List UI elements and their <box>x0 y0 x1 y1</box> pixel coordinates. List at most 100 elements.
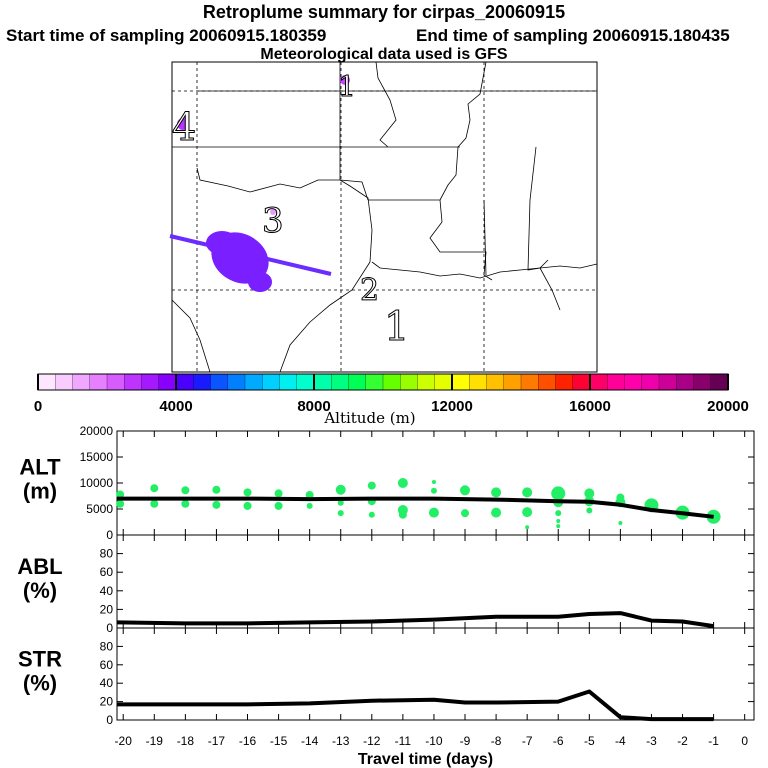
colorbar-cell <box>486 373 505 391</box>
day-marker-1: 1 <box>384 304 409 350</box>
y-tick-label: 60 <box>100 658 114 672</box>
x-tick-label: -11 <box>395 734 412 748</box>
x-tick-label: -17 <box>208 734 226 748</box>
day-marker-3: 3 <box>262 201 284 241</box>
x-tick-label: -10 <box>425 734 443 748</box>
alt-point <box>618 521 623 526</box>
y-tick-label: 10000 <box>80 476 114 490</box>
y-tick-label: 20 <box>100 602 114 616</box>
alt-point <box>461 509 470 518</box>
colorbar-cell <box>89 373 108 391</box>
day-marker-5: 1 <box>338 70 356 103</box>
y-tick-label: 60 <box>100 565 114 579</box>
colorbar-cell <box>72 373 91 391</box>
alt-point <box>274 501 283 510</box>
colorbar-cell <box>589 373 608 391</box>
colorbar-cell <box>55 373 74 391</box>
x-tick-label: -19 <box>146 734 164 748</box>
alt-point <box>706 509 721 524</box>
colorbar-tick-label: 4000 <box>159 398 192 415</box>
alt-point <box>551 486 566 501</box>
alt-point <box>522 487 533 498</box>
colorbar-cell <box>244 373 263 391</box>
colorbar-cell <box>520 373 539 391</box>
alt-point <box>306 502 313 509</box>
alt-point <box>243 501 252 510</box>
alt-point <box>522 507 533 518</box>
panel-ylabel-units: (%) <box>23 578 57 603</box>
x-tick-label: -14 <box>301 734 319 748</box>
alt-point <box>491 487 502 498</box>
alt-point <box>116 490 125 499</box>
colorbar-cell <box>37 373 56 391</box>
colorbar-cells <box>37 373 729 391</box>
plume-dot-west <box>177 118 189 130</box>
plume-dot-center <box>270 209 276 215</box>
alt-point <box>181 499 190 508</box>
colorbar-cell <box>710 373 729 391</box>
colorbar-cell <box>193 373 212 391</box>
x-tick-label: -1 <box>708 734 719 748</box>
day-marker-4: 4 <box>172 105 196 149</box>
panel-abl: 0 20 40 60 80 ABL(%) <box>17 534 755 635</box>
y-tick-label: 80 <box>100 639 114 653</box>
chart-title: Retroplume summary for cirpas_20060915 <box>202 2 566 22</box>
colorbar-tick-label: 12000 <box>431 398 473 415</box>
panel-ylabel-units: (%) <box>23 671 57 696</box>
series-line <box>117 689 714 722</box>
alt-point <box>212 485 221 494</box>
colorbar-cell <box>262 373 281 391</box>
panel-ylabel: ABL <box>17 554 62 579</box>
y-tick-label: 0 <box>106 528 113 542</box>
x-tick-label: -18 <box>177 734 195 748</box>
colorbar-cell <box>382 373 401 391</box>
colorbar-cell <box>296 373 315 391</box>
alt-point <box>430 487 437 494</box>
x-tick-label: -2 <box>677 734 688 748</box>
panel-frame <box>116 627 755 721</box>
plume-blob-west <box>206 231 238 255</box>
panel-alt: 0 5000 10000 15000 20000 ALT(m) <box>19 424 755 542</box>
alt-point <box>243 488 252 497</box>
colorbar-tick-label: 20000 <box>707 398 749 415</box>
x-tick-label: -20 <box>115 734 133 748</box>
alt-point <box>491 507 502 518</box>
x-tick-label: -4 <box>615 734 626 748</box>
panel-str: 0 20 40 60 80 STR(%) <box>18 627 755 727</box>
x-tick-label: 0 <box>741 734 748 748</box>
alt-point <box>274 489 283 498</box>
colorbar-cell <box>503 373 522 391</box>
x-tick-label: -7 <box>522 734 533 748</box>
colorbar-cell <box>175 373 194 391</box>
alt-point <box>335 484 346 495</box>
alt-point <box>586 507 593 514</box>
y-tick-label: 20 <box>100 695 114 709</box>
y-tick-label: 5000 <box>86 502 113 516</box>
colorbar-tick-label: 8000 <box>297 398 330 415</box>
x-tick-label: -13 <box>332 734 350 748</box>
alt-point <box>431 479 436 484</box>
panel-ylabel: STR <box>18 647 62 672</box>
map-frame <box>171 61 598 373</box>
alt-point <box>556 524 561 529</box>
colorbar-cell <box>538 373 557 391</box>
colorbar-cell <box>658 373 677 391</box>
x-tick-label: -3 <box>646 734 657 748</box>
timeseries-panels: 05000100001500020000ALT(m)020406080ABL(%… <box>17 424 755 768</box>
colorbar-cell <box>331 373 350 391</box>
panel-ylabel: ALT <box>19 455 61 480</box>
colorbar-cell <box>348 373 367 391</box>
colorbar-cell <box>434 373 453 391</box>
colorbar-cell <box>210 373 229 391</box>
alt-point <box>181 486 190 495</box>
colorbar-cell <box>624 373 643 391</box>
alt-point <box>555 510 562 517</box>
colorbar-cell <box>106 373 125 391</box>
alt-point <box>556 518 561 523</box>
alt-point <box>397 478 408 488</box>
y-tick-label: 15000 <box>80 450 114 464</box>
alt-point <box>525 525 530 530</box>
y-tick-label: 40 <box>100 676 114 690</box>
colorbar-cell <box>572 373 591 391</box>
colorbar-cell <box>451 373 470 391</box>
